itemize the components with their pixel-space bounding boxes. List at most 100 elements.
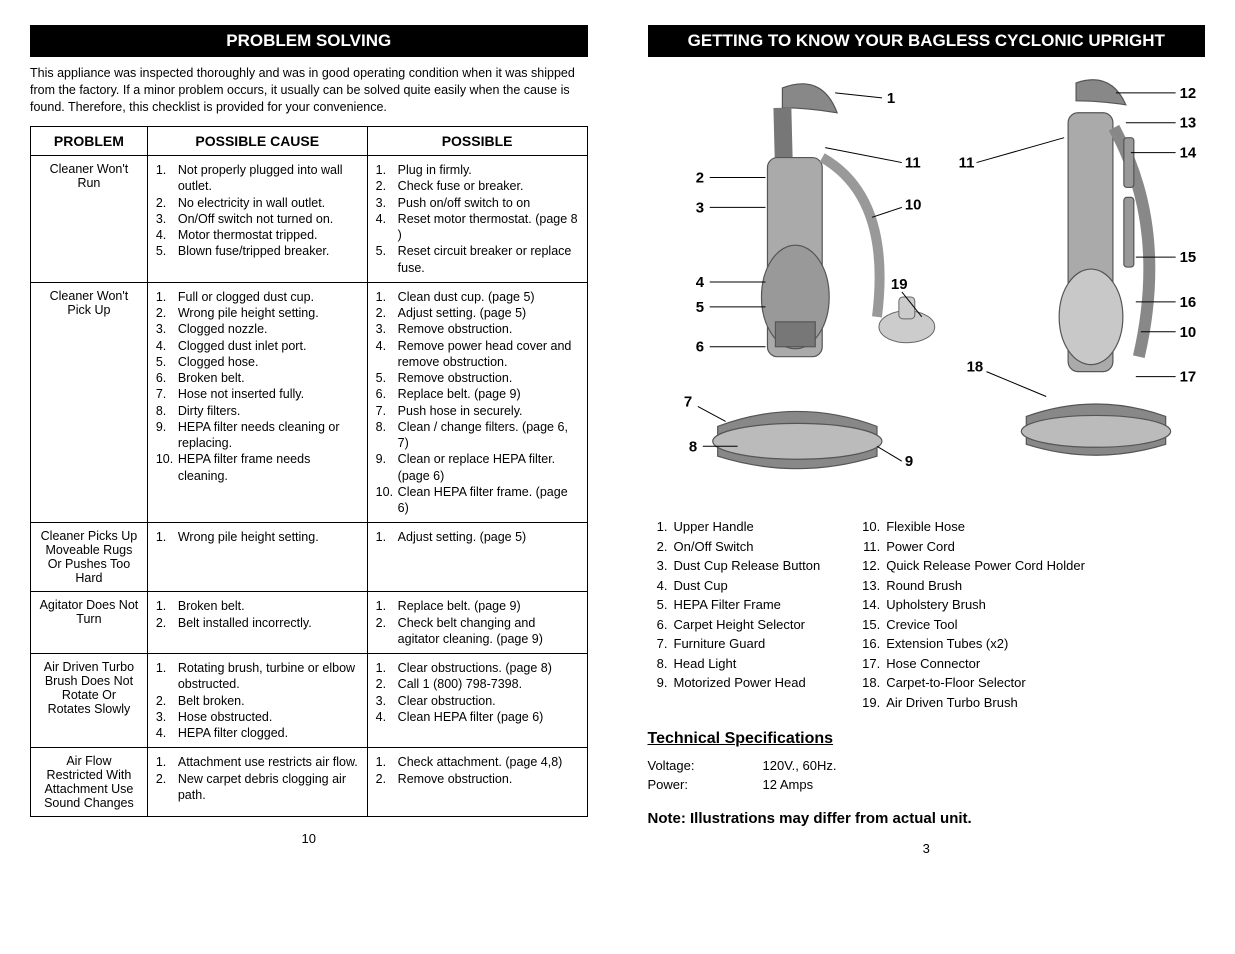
parts-item: 17.Hose Connector (860, 654, 1085, 674)
list-item: 1.Clean dust cup. (page 5) (376, 289, 579, 305)
svg-text:6: 6 (695, 339, 703, 356)
list-item: 4.Remove power head cover and remove obs… (376, 338, 579, 371)
svg-text:5: 5 (695, 299, 703, 316)
list-item: 2.No electricity in wall outlet. (156, 195, 359, 211)
page-number-left: 10 (30, 831, 588, 846)
problem-cell: Cleaner Picks Up Moveable Rugs Or Pushes… (31, 523, 148, 592)
svg-text:9: 9 (904, 454, 912, 471)
list-item: 7.Hose not inserted fully. (156, 386, 359, 402)
solution-cell: 1.Replace belt. (page 9)2.Check belt cha… (367, 592, 587, 654)
parts-item: 15.Crevice Tool (860, 615, 1085, 635)
problem-cell: Cleaner Won't Run (31, 156, 148, 283)
svg-text:3: 3 (695, 200, 703, 217)
solution-cell: 1.Clean dust cup. (page 5)2.Adjust setti… (367, 282, 587, 523)
col-problem: PROBLEM (31, 127, 148, 156)
svg-text:12: 12 (1179, 85, 1196, 102)
problem-solving-header: PROBLEM SOLVING (30, 25, 588, 57)
illustration-note: Note: Illustrations may differ from actu… (648, 810, 1206, 827)
table-row: Cleaner Won't Run1.Not properly plugged … (31, 156, 588, 283)
table-row: Air Flow Restricted With Attachment Use … (31, 748, 588, 817)
parts-item: 19.Air Driven Turbo Brush (860, 693, 1085, 713)
list-item: 1.Plug in firmly. (376, 162, 579, 178)
svg-text:4: 4 (695, 274, 704, 291)
cause-cell: 1.Rotating brush, turbine or elbow obstr… (147, 654, 367, 748)
parts-item: 2.On/Off Switch (648, 537, 821, 557)
list-item: 10.HEPA filter frame needs cleaning. (156, 451, 359, 484)
tech-specs: Voltage:120V., 60Hz.Power:12 Amps (648, 758, 1206, 796)
list-item: 1.Rotating brush, turbine or elbow obstr… (156, 660, 359, 693)
solution-cell: 1.Clear obstructions. (page 8)2.Call 1 (… (367, 654, 587, 748)
page-number-right: 3 (648, 841, 1206, 856)
cause-cell: 1.Broken belt.2.Belt installed incorrect… (147, 592, 367, 654)
list-item: 2.Call 1 (800) 798-7398. (376, 676, 579, 692)
cause-cell: 1.Attachment use restricts air flow.2.Ne… (147, 748, 367, 817)
svg-text:8: 8 (688, 439, 696, 456)
svg-text:11: 11 (904, 155, 920, 172)
parts-item: 10.Flexible Hose (860, 517, 1085, 537)
spec-row: Voltage:120V., 60Hz. (648, 758, 1206, 773)
solution-cell: 1.Plug in firmly.2.Check fuse or breaker… (367, 156, 587, 283)
list-item: 1.Attachment use restricts air flow. (156, 754, 359, 770)
parts-list-left: 1.Upper Handle2.On/Off Switch3.Dust Cup … (648, 517, 821, 712)
list-item: 3.Remove obstruction. (376, 321, 579, 337)
list-item: 1.Check attachment. (page 4,8) (376, 754, 579, 770)
list-item: 3.Hose obstructed. (156, 709, 359, 725)
svg-text:19: 19 (890, 276, 907, 293)
right-page: GETTING TO KNOW YOUR BAGLESS CYCLONIC UP… (648, 25, 1206, 929)
list-item: 1.Broken belt. (156, 598, 359, 614)
getting-to-know-header: GETTING TO KNOW YOUR BAGLESS CYCLONIC UP… (648, 25, 1206, 57)
list-item: 2.Belt installed incorrectly. (156, 615, 359, 631)
list-item: 5.Blown fuse/tripped breaker. (156, 243, 359, 259)
parts-item: 14.Upholstery Brush (860, 595, 1085, 615)
list-item: 9.HEPA filter needs cleaning or replacin… (156, 419, 359, 452)
svg-text:10: 10 (1179, 324, 1196, 341)
vacuum-diagram: 1 2 3 4 5 6 7 8 9 10 11 19 11 12 13 14 1… (648, 67, 1206, 507)
parts-item: 3.Dust Cup Release Button (648, 556, 821, 576)
list-item: 3.On/Off switch not turned on. (156, 211, 359, 227)
parts-list-right: 10.Flexible Hose11.Power Cord12.Quick Re… (860, 517, 1085, 712)
parts-item: 9.Motorized Power Head (648, 673, 821, 693)
svg-text:16: 16 (1179, 294, 1196, 311)
parts-item: 16.Extension Tubes (x2) (860, 634, 1085, 654)
list-item: 8.Dirty filters. (156, 403, 359, 419)
solution-cell: 1.Check attachment. (page 4,8)2.Remove o… (367, 748, 587, 817)
list-item: 4.Reset motor thermostat. (page 8 ) (376, 211, 579, 244)
parts-lists: 1.Upper Handle2.On/Off Switch3.Dust Cup … (648, 517, 1206, 712)
list-item: 1.Wrong pile height setting. (156, 529, 359, 545)
list-item: 2.New carpet debris clogging air path. (156, 771, 359, 804)
list-item: 9.Clean or replace HEPA filter. (page 6) (376, 451, 579, 484)
list-item: 3.Clear obstruction. (376, 693, 579, 709)
table-row: Air Driven Turbo Brush Does Not Rotate O… (31, 654, 588, 748)
list-item: 6.Broken belt. (156, 370, 359, 386)
svg-text:15: 15 (1179, 250, 1196, 267)
troubleshooting-table: PROBLEM POSSIBLE CAUSE POSSIBLE Cleaner … (30, 126, 588, 817)
list-item: 4.Clean HEPA filter (page 6) (376, 709, 579, 725)
list-item: 4.Motor thermostat tripped. (156, 227, 359, 243)
list-item: 2.Check belt changing and agitator clean… (376, 615, 579, 648)
svg-text:18: 18 (966, 359, 983, 376)
parts-item: 4.Dust Cup (648, 576, 821, 596)
svg-text:2: 2 (695, 170, 703, 187)
list-item: 1.Replace belt. (page 9) (376, 598, 579, 614)
list-item: 10.Clean HEPA filter frame. (page 6) (376, 484, 579, 517)
list-item: 1.Not properly plugged into wall outlet. (156, 162, 359, 195)
problem-cell: Air Driven Turbo Brush Does Not Rotate O… (31, 654, 148, 748)
list-item: 5.Remove obstruction. (376, 370, 579, 386)
parts-item: 6.Carpet Height Selector (648, 615, 821, 635)
parts-item: 11.Power Cord (860, 537, 1085, 557)
parts-item: 18.Carpet-to-Floor Selector (860, 673, 1085, 693)
problem-cell: Air Flow Restricted With Attachment Use … (31, 748, 148, 817)
list-item: 1.Adjust setting. (page 5) (376, 529, 579, 545)
svg-text:1: 1 (886, 90, 894, 107)
parts-item: 1.Upper Handle (648, 517, 821, 537)
parts-item: 5.HEPA Filter Frame (648, 595, 821, 615)
list-item: 4.HEPA filter clogged. (156, 725, 359, 741)
list-item: 3.Push on/off switch to on (376, 195, 579, 211)
tech-spec-heading: Technical Specifications (648, 730, 1206, 748)
solution-cell: 1.Adjust setting. (page 5) (367, 523, 587, 592)
cause-cell: 1.Wrong pile height setting. (147, 523, 367, 592)
svg-text:13: 13 (1179, 115, 1196, 132)
list-item: 1.Clear obstructions. (page 8) (376, 660, 579, 676)
problem-cell: Agitator Does Not Turn (31, 592, 148, 654)
svg-text:17: 17 (1179, 369, 1196, 386)
